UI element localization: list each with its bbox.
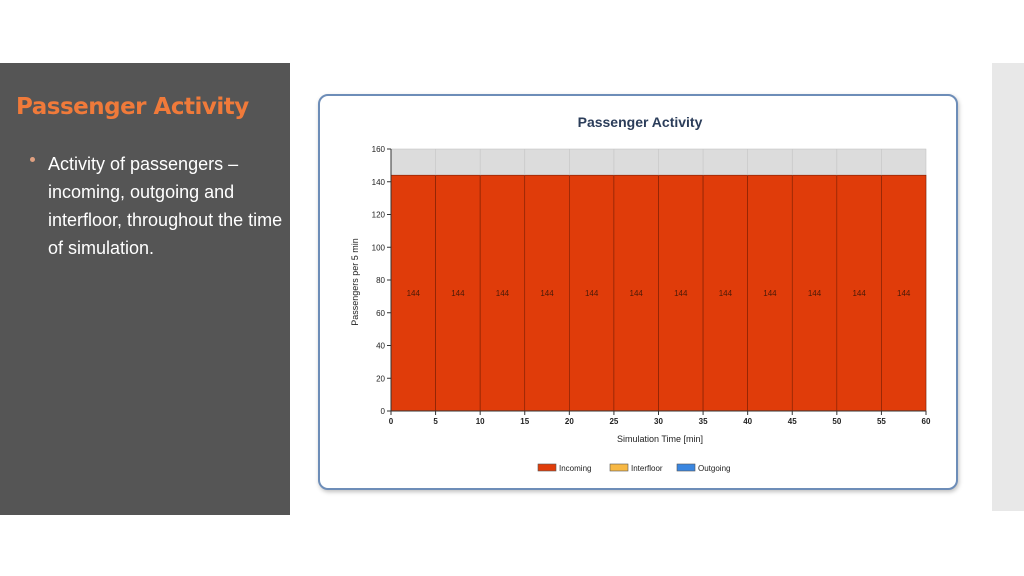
x-tick-label: 0: [389, 417, 394, 426]
x-tick-label: 60: [922, 417, 931, 426]
right-scroll-strip: [992, 63, 1024, 511]
bar-incoming: [881, 174, 927, 412]
y-tick-label: 100: [372, 243, 386, 252]
bar-incoming: [658, 174, 704, 412]
y-tick-label: 0: [381, 407, 386, 416]
x-tick-label: 20: [565, 417, 574, 426]
x-tick-label: 45: [788, 417, 797, 426]
bar-incoming: [479, 174, 526, 412]
bar-incoming: [390, 174, 436, 412]
bar-incoming: [791, 174, 838, 412]
data-label: 144: [585, 289, 599, 298]
x-tick-label: 25: [609, 417, 618, 426]
data-label: 144: [407, 289, 421, 298]
data-label: 144: [852, 289, 866, 298]
y-tick-label: 60: [376, 309, 385, 318]
chart-frame: Passenger Activity Passengers per 5 min …: [318, 94, 958, 490]
y-tick-label: 80: [376, 276, 385, 285]
bar-incoming: [524, 174, 570, 412]
y-tick-label: 160: [372, 145, 386, 154]
legend-label-outgoing: Outgoing: [698, 464, 730, 473]
legend-swatch-interfloor: [609, 463, 629, 472]
y-axis-label: Passengers per 5 min: [350, 238, 360, 326]
y-tick-label: 120: [372, 211, 386, 220]
data-label: 144: [674, 289, 688, 298]
legend-swatch-outgoing: [676, 463, 696, 472]
chart: Passenger Activity Passengers per 5 min …: [350, 114, 931, 473]
data-label: 144: [540, 289, 554, 298]
x-tick-label: 30: [654, 417, 663, 426]
x-tick-label: 55: [877, 417, 886, 426]
x-tick-label: 35: [699, 417, 708, 426]
legend-label-interfloor: Interfloor: [631, 464, 663, 473]
x-tick-label: 15: [520, 417, 529, 426]
bar-incoming: [613, 174, 659, 412]
bar-incoming: [569, 174, 615, 412]
bar-incoming: [747, 174, 793, 412]
y-tick-label: 40: [376, 342, 385, 351]
slide-title: Passenger Activity: [16, 94, 249, 120]
bullet-dot-icon: [30, 157, 35, 162]
x-axis-label: Simulation Time [min]: [617, 434, 703, 444]
y-tick-label: 140: [372, 178, 386, 187]
legend-label-incoming: Incoming: [559, 464, 591, 473]
x-tick-label: 5: [433, 417, 438, 426]
data-label: 144: [808, 289, 822, 298]
x-tick-label: 10: [476, 417, 485, 426]
x-tick-label: 50: [832, 417, 841, 426]
x-tick-label: 40: [743, 417, 752, 426]
data-label: 144: [897, 289, 911, 298]
legend-swatch-incoming: [537, 463, 557, 472]
data-label: 144: [451, 289, 465, 298]
bar-incoming: [702, 174, 748, 412]
data-label: 144: [496, 289, 510, 298]
bar-incoming: [435, 174, 481, 412]
data-label: 144: [763, 289, 777, 298]
bar-incoming: [836, 174, 882, 412]
data-label: 144: [630, 289, 644, 298]
chart-title: Passenger Activity: [578, 114, 703, 130]
data-label: 144: [719, 289, 733, 298]
plot-area: 144 144 144 144 144 144 144 144 144 144 144 144 0 20 4…: [372, 145, 931, 426]
y-tick-label: 20: [376, 374, 385, 383]
left-panel: [0, 63, 290, 515]
bullet-text: Activity of passengers – incoming, outgo…: [48, 154, 283, 258]
legend: Incoming Interfloor Outgoing: [537, 463, 730, 473]
